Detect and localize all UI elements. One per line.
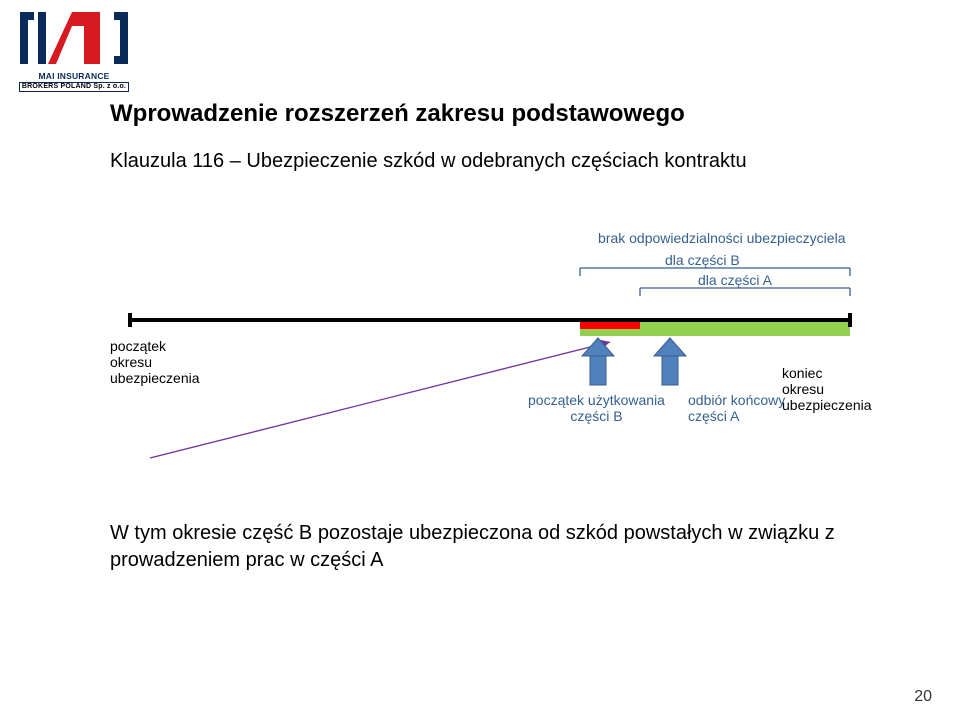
label-end: koniecokresuubezpieczenia [782, 365, 872, 413]
logo-mark [14, 6, 134, 70]
logo-line1: MAI INSURANCE [14, 72, 134, 81]
label-recv-a: odbiór końcowyczęści A [688, 392, 785, 424]
logo-text: MAI INSURANCE BROKERS POLAND Sp. z o.o. [14, 72, 134, 92]
label-use-b: początek użytkowaniaczęści B [528, 392, 665, 424]
page-subtitle: Klauzula 116 – Ubezpieczenie szkód w ode… [110, 150, 747, 173]
label-top-title: brak odpowiedzialności ubezpieczyciela [598, 230, 845, 246]
label-start: początekokresuubezpieczenia [110, 338, 200, 386]
page-title: Wprowadzenie rozszerzeń zakresu podstawo… [110, 100, 685, 128]
label-part-b: dla części B [665, 252, 740, 268]
slide: MAI INSURANCE BROKERS POLAND Sp. z o.o. … [0, 0, 960, 720]
timeline-diagram: brak odpowiedzialności ubezpieczyciela d… [110, 210, 870, 460]
page-number: 20 [914, 688, 932, 706]
logo: MAI INSURANCE BROKERS POLAND Sp. z o.o. [14, 6, 134, 102]
footer-text: W tym okresie część B pozostaje ubezpiec… [110, 520, 870, 574]
label-part-a: dla części A [698, 272, 772, 288]
logo-line2: BROKERS POLAND Sp. z o.o. [19, 82, 129, 92]
